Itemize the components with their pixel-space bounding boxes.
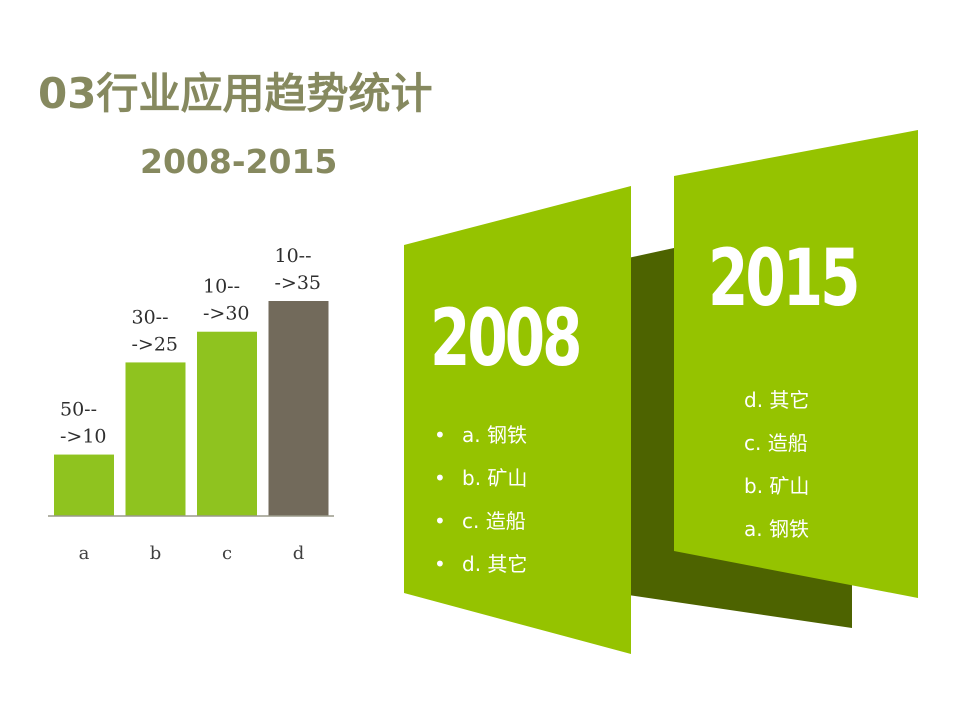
bar-data-label: 30-- (132, 306, 169, 328)
bar-d (268, 301, 329, 516)
list-item: d. 其它 (744, 379, 809, 422)
list-item: • d. 其它 (434, 543, 527, 586)
x-tick-label: b (150, 543, 162, 564)
list-item-label: a. 钢铁 (744, 517, 809, 541)
page-title: 03行业应用趋势统计 (38, 69, 433, 118)
bar-b (125, 362, 186, 516)
x-tick-label: a (79, 543, 90, 564)
bar-c (197, 331, 257, 516)
list-item: a. 钢铁 (744, 508, 809, 551)
bullet-icon: • (434, 423, 446, 447)
bar-a (54, 454, 114, 516)
x-tick-label: c (222, 543, 232, 564)
list-item: • a. 钢铁 (434, 414, 527, 457)
list-item: b. 矿山 (744, 465, 809, 508)
x-tick-label: d (293, 543, 305, 564)
list-2008: • a. 钢铁 • b. 矿山 • c. 造船 • d. 其它 (434, 414, 527, 586)
bar-data-label: 10-- (275, 245, 312, 267)
bar-data-label: 10-- (203, 276, 240, 298)
bullet-icon: • (434, 509, 446, 533)
list-item-label: b. 矿山 (462, 466, 528, 490)
list-item-label: d. 其它 (462, 552, 528, 576)
bar-data-label: ->35 (275, 272, 322, 294)
panel-2008 (404, 186, 631, 654)
bar-data-label: ->10 (60, 426, 107, 448)
bar-data-label: 50-- (60, 399, 97, 421)
list-item: c. 造船 (744, 422, 809, 465)
list-2015: d. 其它 c. 造船 b. 矿山 a. 钢铁 (744, 379, 809, 551)
bullet-icon: • (434, 466, 446, 490)
list-item-label: d. 其它 (744, 388, 810, 412)
list-item-label: c. 造船 (462, 509, 526, 533)
list-item-label: c. 造船 (744, 431, 808, 455)
bar-data-label: ->30 (203, 303, 250, 325)
list-item-label: b. 矿山 (744, 474, 810, 498)
list-item: • b. 矿山 (434, 457, 527, 500)
year-2008-label: 2008 (430, 292, 582, 384)
list-item-label: a. 钢铁 (462, 423, 527, 447)
year-2015-label: 2015 (708, 232, 860, 324)
bullet-icon: • (434, 552, 446, 576)
page-subtitle: 2008-2015 (140, 142, 338, 181)
bar-data-label: ->25 (132, 333, 179, 355)
list-item: • c. 造船 (434, 500, 527, 543)
panel-2015 (674, 130, 918, 598)
